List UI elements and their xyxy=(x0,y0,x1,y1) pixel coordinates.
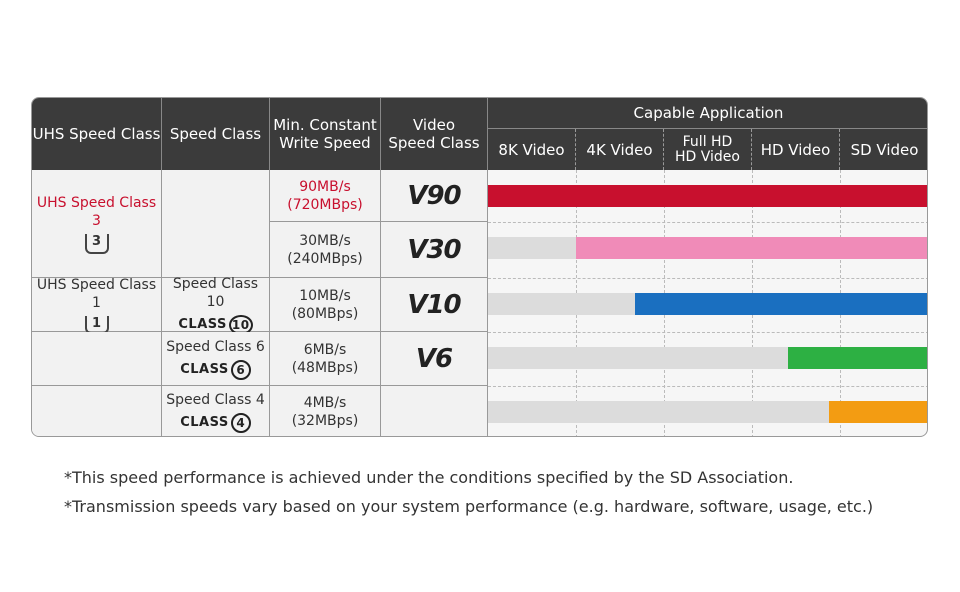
header-cell: HD Video xyxy=(752,129,840,170)
header-text: UHS Speed Class xyxy=(32,125,161,143)
video-class-logo: V10 xyxy=(407,289,461,320)
write-cell: 10MB/s (80MBps) xyxy=(270,278,381,332)
header-cell: Video Speed Class xyxy=(381,98,488,170)
write-speed: 10MB/s xyxy=(299,287,351,304)
speed-label: Speed Class 10 xyxy=(172,275,259,310)
video-class-logo: V30 xyxy=(407,234,461,265)
write-speed: 30MB/s xyxy=(299,232,351,249)
uhs-cell xyxy=(32,332,162,386)
class-number: 6 xyxy=(230,359,251,380)
write-speed: (32MBps) xyxy=(291,412,359,429)
class-word: CLASS xyxy=(180,414,229,430)
header-text: 8K Video xyxy=(498,140,565,159)
grid-line xyxy=(488,332,927,333)
grid-line xyxy=(488,386,927,387)
header-text: Capable Application xyxy=(633,104,784,122)
header-text: Speed Class xyxy=(388,134,480,152)
header-text: HD Video xyxy=(760,140,831,159)
header-cell: UHS Speed Class xyxy=(32,98,162,170)
uhs-label: UHS Speed Class 3 xyxy=(36,194,157,229)
header-text: Min. Constant xyxy=(273,116,377,134)
write-speed: (240MBps) xyxy=(287,250,363,267)
header-cell: Capable Application xyxy=(488,98,927,129)
speed-label: Speed Class 6 xyxy=(166,338,265,355)
header-cell: Full HD HD Video xyxy=(664,129,752,170)
header-cell: 4K Video xyxy=(576,129,664,170)
footnote: *Transmission speeds vary based on your … xyxy=(64,497,874,516)
grid-line xyxy=(488,278,927,279)
header-text: Full HD xyxy=(682,133,733,150)
uhs-icon: 1 xyxy=(84,315,109,334)
capability-bar xyxy=(829,401,927,423)
video-class-logo: V90 xyxy=(407,180,461,211)
capability-bar xyxy=(788,347,927,369)
header-text: Write Speed xyxy=(279,134,371,152)
write-speed: 90MB/s xyxy=(299,178,351,195)
write-speed: (48MBps) xyxy=(291,359,359,376)
bar-base xyxy=(488,237,576,259)
video-cell xyxy=(381,386,488,436)
uhs-icon: 3 xyxy=(84,233,109,254)
capability-bar xyxy=(635,293,927,315)
table: UHS Speed Class Speed Class Min. Constant W… xyxy=(31,97,928,437)
header-text: Video xyxy=(412,116,456,134)
header-cell: 8K Video xyxy=(488,129,576,170)
write-speed: 4MB/s xyxy=(303,394,347,411)
header-text: Speed Class xyxy=(169,125,262,143)
speed-cell: Speed Class 4 CLASS 4 xyxy=(162,386,270,436)
capability-bar xyxy=(576,237,927,259)
header-cell: Min. Constant Write Speed xyxy=(270,98,381,170)
capability-bar xyxy=(488,185,927,207)
uhs-cell xyxy=(32,386,162,436)
header-text: HD Video xyxy=(675,148,740,165)
write-cell: 6MB/s (48MBps) xyxy=(270,332,381,386)
write-cell: 90MB/s (720MBps) xyxy=(270,170,381,222)
video-cell: V6 xyxy=(381,332,488,386)
class-number: 4 xyxy=(230,412,251,433)
class-word: CLASS xyxy=(180,361,229,377)
uhs-cell: UHS Speed Class 3 3 xyxy=(32,170,162,278)
uhs-label: UHS Speed Class 1 xyxy=(36,276,157,311)
class-logo: CLASS 4 xyxy=(180,412,251,433)
header-text: SD Video xyxy=(850,140,919,159)
write-speed: 6MB/s xyxy=(303,341,347,358)
bar-base xyxy=(488,401,829,423)
video-cell: V90 xyxy=(381,170,488,222)
speed-cell: Speed Class 10 CLASS 10 xyxy=(162,275,270,335)
header-cell: Speed Class xyxy=(162,98,270,170)
class-logo: CLASS 6 xyxy=(180,359,251,380)
write-cell: 4MB/s (32MBps) xyxy=(270,386,381,436)
bar-base xyxy=(488,293,635,315)
header-text: 4K Video xyxy=(586,140,653,159)
speed-label: Speed Class 4 xyxy=(166,391,265,408)
write-cell: 30MB/s (240MBps) xyxy=(270,222,381,278)
footnote: *This speed performance is achieved unde… xyxy=(64,468,794,487)
bar-base xyxy=(488,347,788,369)
video-cell: V10 xyxy=(381,278,488,332)
grid-line xyxy=(488,222,927,223)
uhs-cell: UHS Speed Class 1 1 xyxy=(32,276,162,334)
write-speed: (720MBps) xyxy=(287,196,363,213)
speed-cell: Speed Class 6 CLASS 6 xyxy=(162,332,270,386)
header-cell: SD Video xyxy=(840,129,927,170)
class-word: CLASS xyxy=(178,316,227,332)
speed-cell xyxy=(162,170,270,278)
write-speed: (80MBps) xyxy=(291,305,359,322)
video-class-logo: V6 xyxy=(415,343,453,374)
video-cell: V30 xyxy=(381,222,488,278)
